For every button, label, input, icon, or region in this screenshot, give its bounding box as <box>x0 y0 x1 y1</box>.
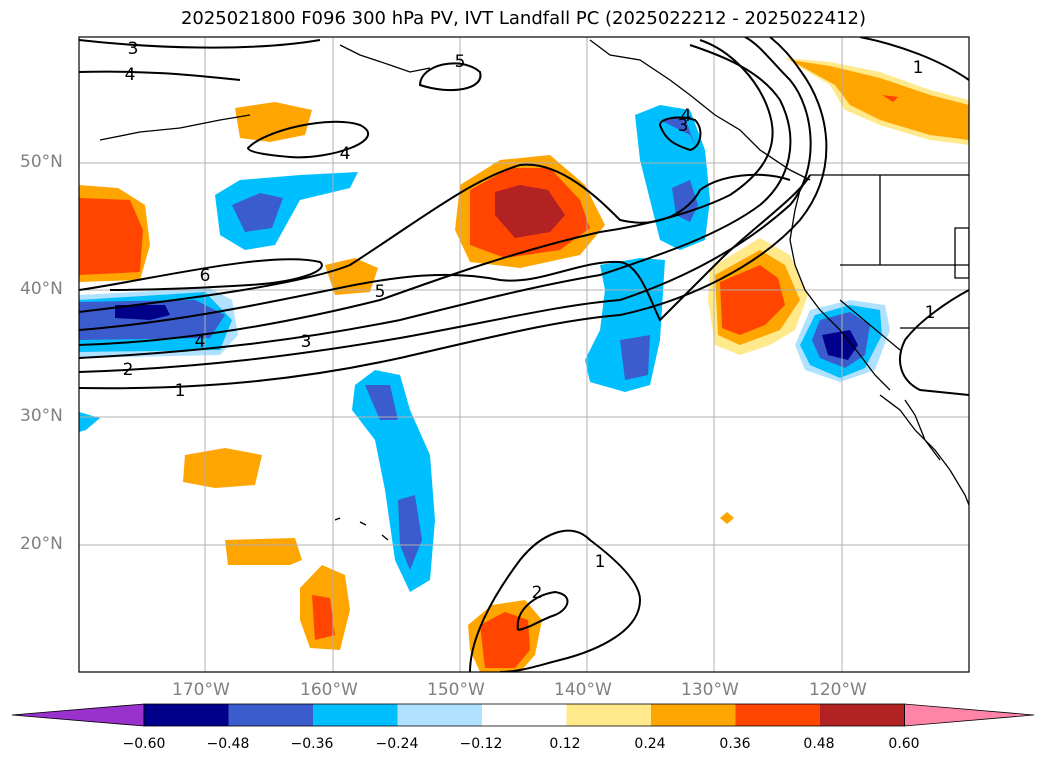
contour-label: 3 <box>301 332 312 352</box>
colorbar-tick: 0.24 <box>634 736 666 752</box>
lon-label-160w: 160°W <box>300 680 358 700</box>
colorbar-tick: 0.48 <box>803 736 835 752</box>
colorbar-segment <box>566 704 652 726</box>
contour-label: 4 <box>125 65 136 85</box>
contour-label: 1 <box>175 381 186 401</box>
lon-label-130w: 130°W <box>681 680 739 700</box>
lat-label-30n: 30°N <box>20 406 63 426</box>
lat-label-20n: 20°N <box>20 534 63 554</box>
contour-label: 5 <box>455 52 466 72</box>
contour-label-group: 3 4 5 4 4 3 5 6 5 4 3 2 1 1 1 2 1 <box>123 39 936 603</box>
map-title: 2025021800 F096 300 hPa PV, IVT Landfall… <box>180 8 867 29</box>
contour-label: 4 <box>195 332 206 352</box>
contour-label: 4 <box>681 106 692 126</box>
colorbar-segment <box>482 704 567 726</box>
colorbar-segment <box>313 704 398 726</box>
contour-label: 3 <box>128 39 139 59</box>
colorbar-extend-low <box>11 703 145 727</box>
colorbar-tick: 0.36 <box>719 736 751 752</box>
contour-label: 6 <box>200 266 211 286</box>
graticule <box>79 37 969 672</box>
map-frame-content: 3 4 5 4 4 3 5 6 5 4 3 2 1 1 1 2 1 <box>79 37 969 672</box>
colorbar-tick: −0.12 <box>459 736 503 752</box>
colorbar-border <box>143 703 905 727</box>
colorbar-segment <box>651 704 736 726</box>
colorbar-tick: 0.60 <box>888 736 920 752</box>
contour-label: 1 <box>913 58 924 78</box>
colorbar-segment <box>735 704 821 726</box>
contour-label: 1 <box>925 303 936 323</box>
coastlines <box>99 39 969 541</box>
colorbar-tick: 0.12 <box>549 736 581 752</box>
colorbar-tick: −0.24 <box>375 736 419 752</box>
lat-label-50n: 50°N <box>20 152 63 172</box>
pv-contours <box>79 37 969 672</box>
lon-label-140w: 140°W <box>554 680 612 700</box>
colorbar-tick: −0.48 <box>206 736 250 752</box>
colorbar <box>11 703 1035 727</box>
map-border <box>78 36 970 673</box>
contour-label: 3 <box>678 116 689 136</box>
colorbar-segment <box>820 704 905 726</box>
colorbar-segment <box>228 704 314 726</box>
lon-label-170w: 170°W <box>172 680 230 700</box>
contour-label: 2 <box>123 360 134 380</box>
contour-label: 2 <box>532 583 543 603</box>
contour-label: 1 <box>595 552 606 572</box>
colorbar-segment <box>397 704 483 726</box>
contour-label: 5 <box>375 282 386 302</box>
colorbar-segment <box>144 704 229 726</box>
colorbar-tick: −0.60 <box>122 736 166 752</box>
colorbar-extend-high <box>904 703 1035 727</box>
colorbar-tick: −0.36 <box>290 736 334 752</box>
lon-label-120w: 120°W <box>809 680 867 700</box>
lat-label-40n: 40°N <box>20 279 63 299</box>
lon-label-150w: 150°W <box>427 680 485 700</box>
shading <box>79 58 969 672</box>
contour-label: 4 <box>340 144 351 164</box>
